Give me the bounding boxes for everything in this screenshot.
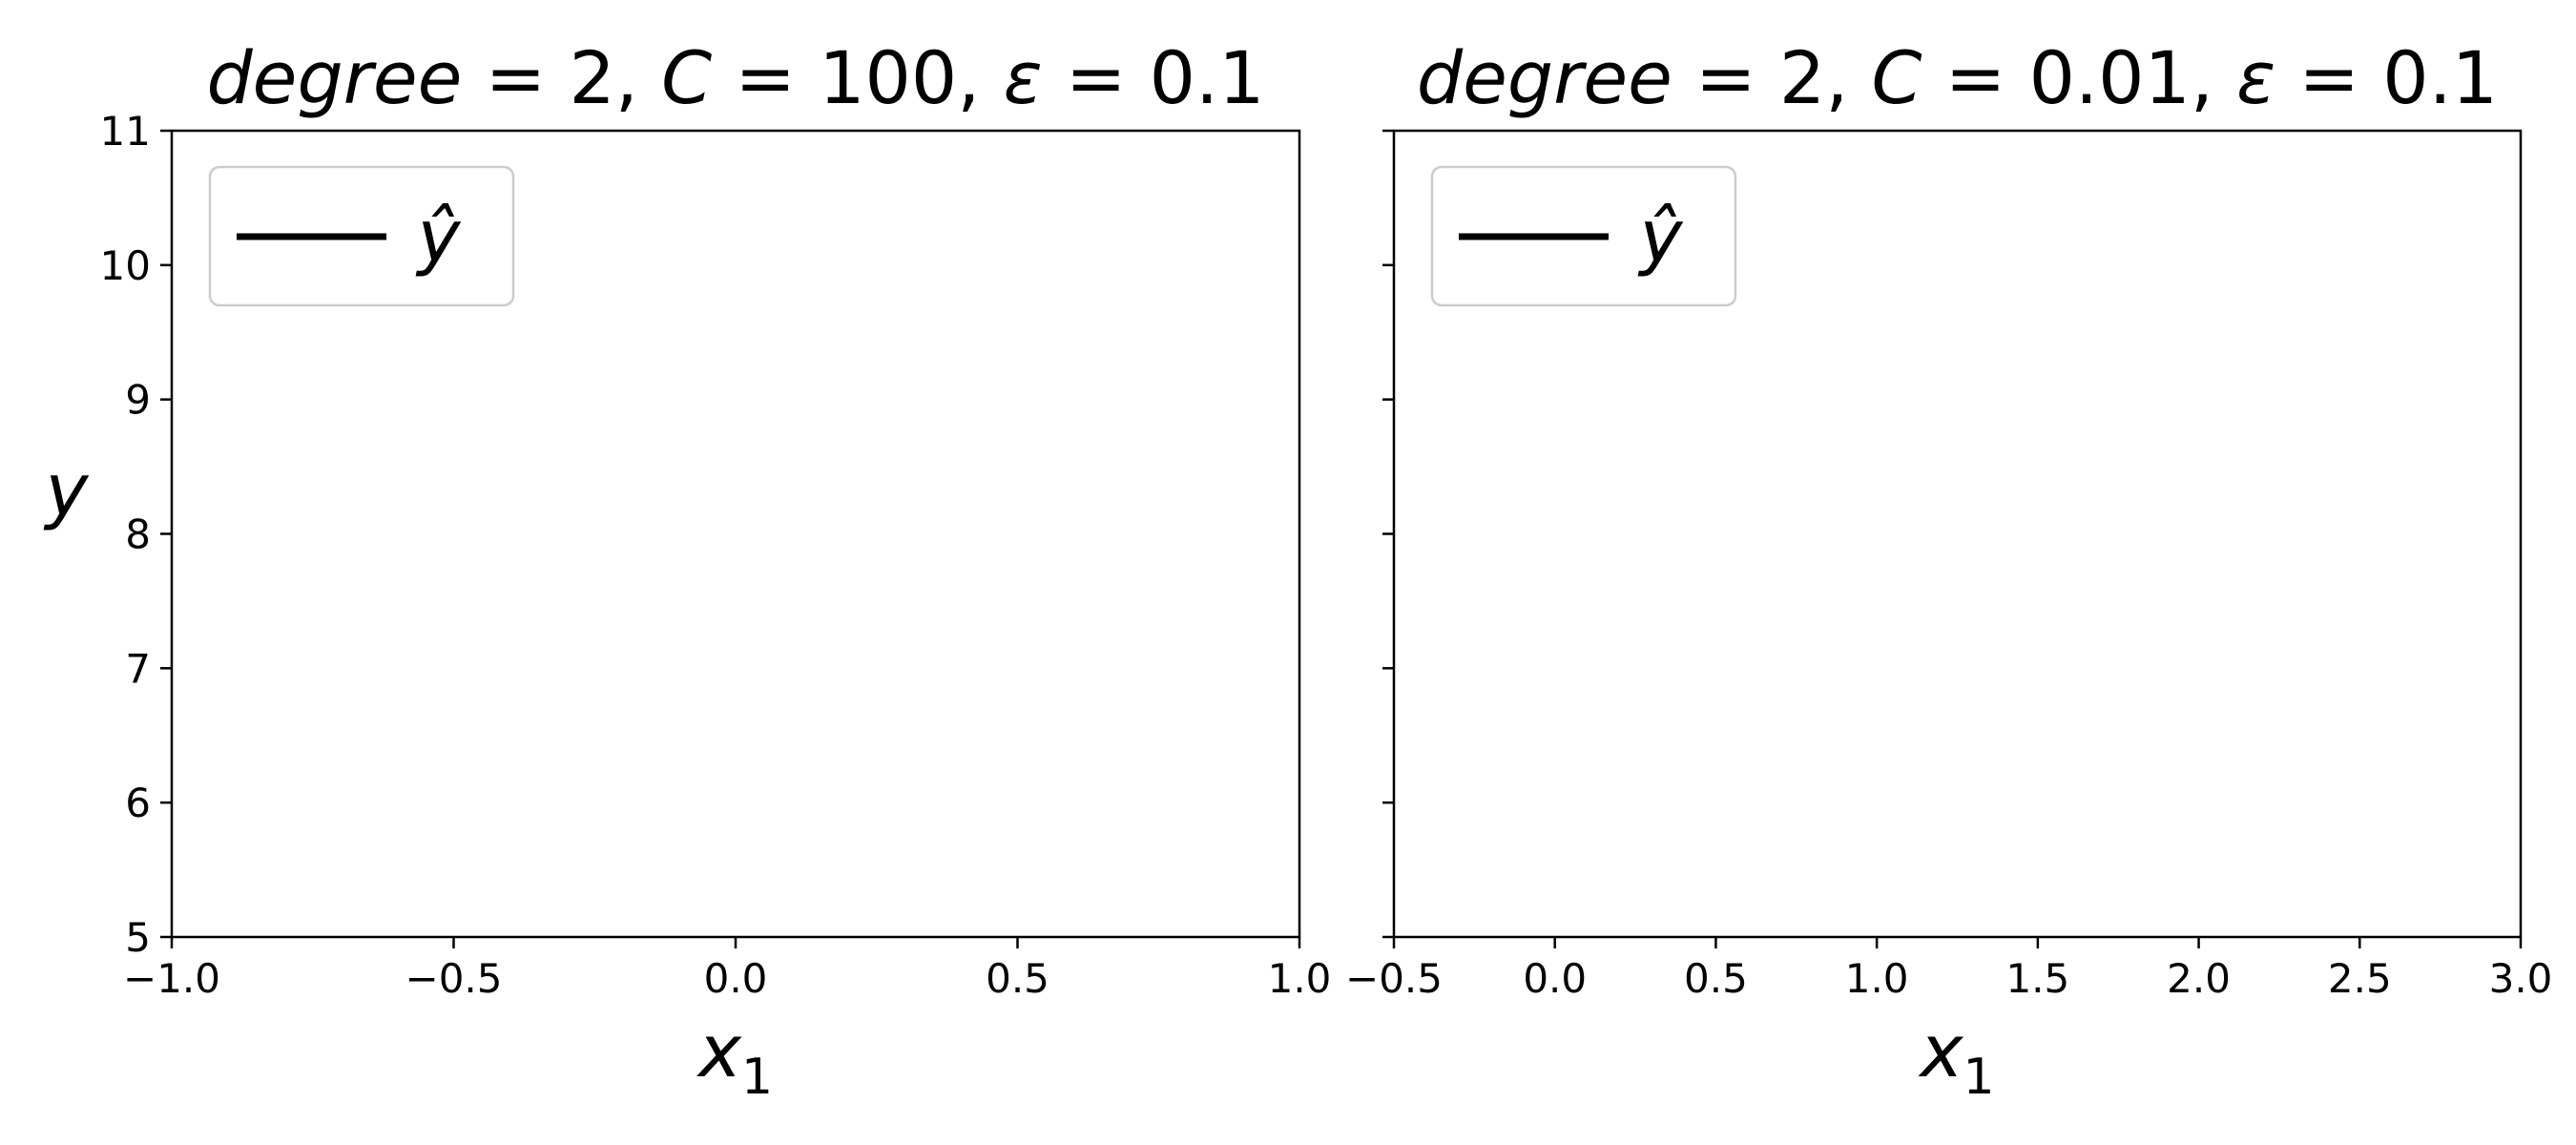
chart-title: degree = 2, C = 100, ε = 0.1 — [206, 35, 1264, 120]
x-tick-label: 0.0 — [704, 955, 768, 1002]
x-tick-label: 3.0 — [2489, 955, 2553, 1002]
subplot-left: −1.0 −0.5 0.0 0.5 1.0 5 6 7 8 9 10 11 degree = 2, C … — [44, 35, 1332, 1106]
y-tick-label: 8 — [125, 511, 151, 558]
chart-title: degree = 2, C = 0.01, ε = 0.1 — [1417, 35, 2498, 120]
x-tick-label: 2.5 — [2328, 955, 2392, 1002]
x-axis-label: x1 — [1918, 1009, 1994, 1106]
x-tick-label: −1.0 — [123, 955, 220, 1002]
y-tick-label: 5 — [125, 914, 151, 961]
y-tick-label: 6 — [125, 780, 151, 826]
x-axis-label: x1 — [696, 1009, 773, 1106]
x-tick-label: −0.5 — [405, 955, 503, 1002]
x-tick-label: 2.0 — [2167, 955, 2231, 1002]
legend-label: ŷ — [1638, 194, 1684, 279]
x-tick-label: 1.5 — [2005, 955, 2069, 1002]
y-tick-label: 9 — [125, 377, 151, 424]
x-tick-label: 0.0 — [1523, 955, 1587, 1002]
x-tick-label: 1.0 — [1268, 955, 1332, 1002]
y-tick-label: 11 — [100, 108, 151, 155]
y-axis-label: y — [44, 448, 90, 532]
y-tick-label: 10 — [100, 242, 151, 289]
x-tick-label: −0.5 — [1345, 955, 1443, 1002]
y-tick-label: 7 — [125, 645, 151, 692]
legend: ŷ — [1430, 165, 1737, 307]
legend: ŷ — [208, 165, 515, 307]
legend-label: ŷ — [416, 194, 462, 279]
x-tick-label: 0.5 — [986, 955, 1049, 1002]
x-tick-label: 0.5 — [1684, 955, 1748, 1002]
subplot-right: −0.5 0.0 0.5 1.0 1.5 2.0 2.5 3.0 degree = 2, C =… — [1345, 35, 2552, 1106]
x-tick-label: 1.0 — [1845, 955, 1909, 1002]
